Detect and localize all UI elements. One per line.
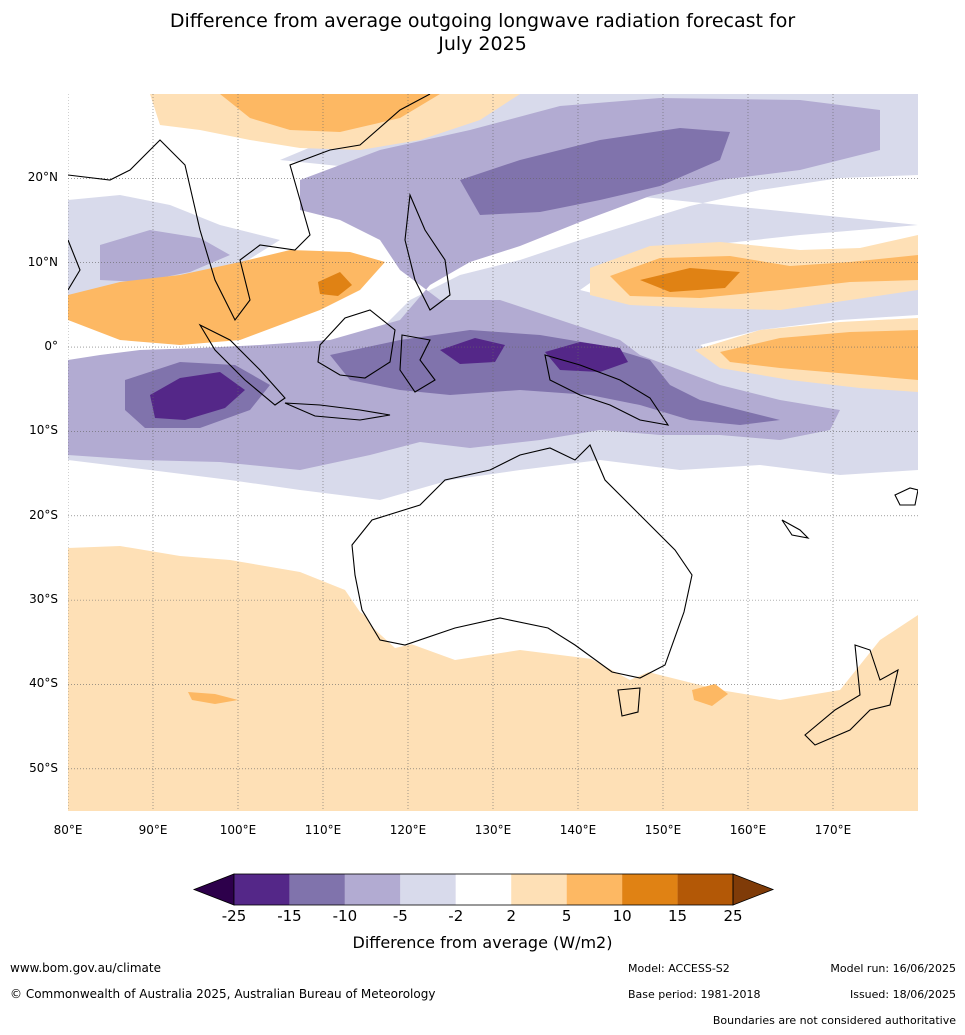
latitude-label: 10°N — [27, 254, 58, 269]
title-line-1: Difference from average outgoing longwav… — [169, 10, 796, 32]
latitude-label: 30°S — [29, 592, 58, 607]
colorbar-swatch — [455, 874, 512, 905]
coast-australia — [351, 444, 693, 679]
australia-land — [350, 452, 690, 680]
colorbar-tick-label: -25 — [221, 907, 247, 925]
colorbar-swatch — [511, 874, 567, 905]
anomaly-region-south-indian — [188, 692, 238, 704]
copyright-text: © Commonwealth of Australia 2025, Austra… — [10, 987, 436, 1001]
colorbar-swatch — [677, 874, 733, 905]
colorbar-tick-label: -5 — [392, 907, 408, 925]
latitude-label: 10°S — [29, 423, 58, 438]
issued-date: Issued: 18/06/2025 — [849, 988, 956, 1001]
longitude-label: 100°E — [219, 823, 257, 837]
coast-fiji — [894, 487, 918, 506]
anomaly-region-banda-core — [440, 338, 505, 364]
colorbar-tick-label: 2 — [506, 907, 516, 925]
colorbar — [192, 873, 775, 906]
colorbar-extend-low — [192, 873, 235, 906]
anomaly-region-indian-core — [150, 372, 245, 420]
coast-borneo — [317, 309, 396, 379]
colorbar-tick-label: -10 — [332, 907, 358, 925]
anomaly-region-new-guinea-core — [545, 342, 628, 372]
colorbar-swatch — [234, 874, 290, 905]
colorbar-tick-label: -2 — [448, 907, 464, 925]
anomaly-region-maritime-dark — [330, 330, 780, 425]
colorbar-tick-label: 15 — [668, 907, 688, 925]
anomaly-region-bay-of-bengal-mid — [100, 230, 230, 282]
longitude-label: 110°E — [304, 823, 342, 837]
title-line-2: July 2025 — [438, 33, 527, 55]
longitude-label: 120°E — [389, 823, 427, 837]
colorbar-extend-high — [732, 873, 775, 906]
map-field — [68, 94, 918, 811]
boundaries-disclaimer: Boundaries are not considered authoritat… — [712, 1014, 956, 1027]
coast-india — [68, 239, 81, 291]
coast-asia-mainland — [68, 94, 431, 322]
colorbar-swatch — [622, 874, 678, 905]
longitude-label: 130°E — [474, 823, 512, 837]
anomaly-region-south-china-orange — [68, 250, 385, 345]
anomaly-region-china-core — [220, 94, 440, 132]
base-period: Base period: 1981-2018 — [628, 988, 761, 1001]
coast-new-caledonia — [781, 519, 810, 539]
colorbar-swatch — [344, 874, 401, 905]
colorbar-tick-label: -15 — [277, 907, 302, 925]
colorbar-swatch — [566, 874, 623, 905]
anomaly-region-equatorial-pacific-orange — [720, 330, 918, 380]
coast-philippines — [404, 192, 451, 311]
anomaly-region-philippine-sea-dark — [460, 128, 730, 215]
coast-sulawesi — [399, 334, 436, 393]
colorbar-tick-label: 10 — [612, 907, 632, 925]
anomaly-region-north-pacific-core — [640, 268, 740, 292]
colorbar-swatch — [400, 874, 456, 905]
coast-sumatra — [198, 323, 286, 406]
latitude-label: 0° — [44, 339, 58, 354]
colorbar-tick-label: 25 — [723, 907, 743, 925]
anomaly-region-south-china-core — [318, 272, 352, 296]
anomaly-region-west-pacific-mid — [68, 98, 880, 470]
latitude-label: 20°S — [29, 507, 58, 522]
coast-new-guinea — [544, 354, 670, 426]
colorbar-swatch — [289, 874, 345, 905]
colorbar-tick-label: 5 — [561, 907, 572, 925]
longitude-label: 140°E — [559, 823, 597, 837]
chart-title: Difference from average outgoing longwav… — [0, 10, 965, 56]
longitude-label: 90°E — [138, 823, 168, 837]
latitude-label: 40°S — [29, 676, 58, 691]
longitude-label: 160°E — [729, 823, 767, 837]
anomaly-region-southern-ocean — [68, 546, 918, 811]
coast-new-zealand — [804, 644, 899, 746]
longitude-label: 170°E — [814, 823, 852, 837]
latitude-label: 20°N — [27, 170, 58, 185]
latitude-label: 50°S — [29, 760, 58, 775]
map-gridlines — [68, 94, 918, 811]
anomaly-region-tasman — [692, 684, 728, 706]
colorbar-frame — [233, 873, 734, 906]
longitude-label: 150°E — [644, 823, 682, 837]
colorbar-title: Difference from average (W/m2) — [352, 933, 613, 952]
model-name: Model: ACCESS-S2 — [628, 962, 730, 975]
model-run-date: Model run: 16/06/2025 — [830, 962, 956, 975]
coastlines — [68, 94, 918, 746]
website-link[interactable]: www.bom.gov.au/climate — [10, 961, 161, 975]
coast-java — [284, 402, 391, 421]
coast-tasmania — [617, 687, 641, 717]
longitude-label: 80°E — [53, 823, 83, 837]
